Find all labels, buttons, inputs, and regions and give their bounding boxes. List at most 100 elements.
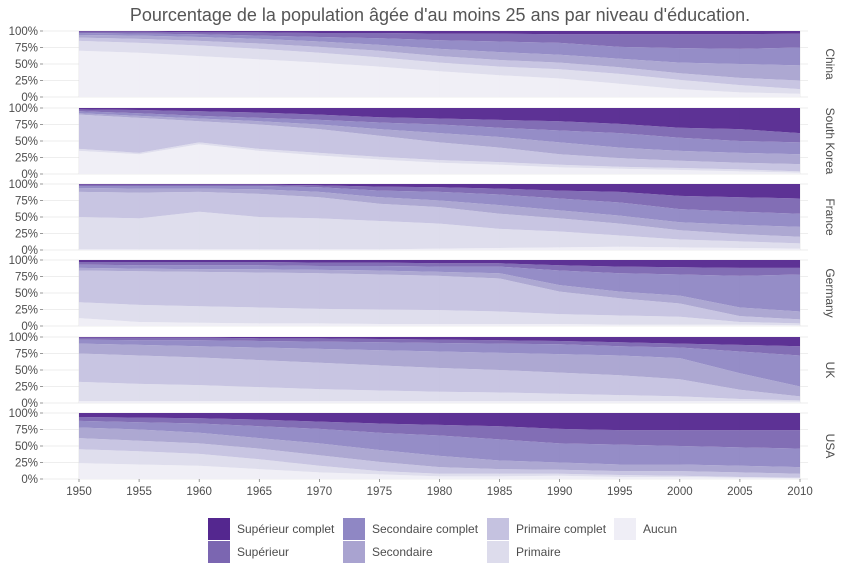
y-tick-label: 50% [15,136,38,148]
chart-title: Pourcentage de la population âgée d'au m… [130,5,750,25]
legend: Supérieur complet Supérieur Secondaire com… [208,518,677,563]
area-secondaire-complet [79,111,800,155]
facet-label: UK [823,362,837,379]
panels: 0% 25% 50% 75% 100% China 0% 25% 50% 75% 100% South… [9,26,837,486]
y-tick-label: 50% [15,212,38,224]
x-tick-label: 1955 [126,486,152,498]
x-tick-label: 1970 [307,486,333,498]
legend-label: Supérieur [237,545,289,559]
area-superieur-complet [79,337,800,347]
facet-label: France [823,198,837,236]
area-superieur [79,337,800,356]
x-tick-label: 1965 [246,486,272,498]
area-primaire [79,40,800,94]
area-primaire [79,449,800,479]
legend-item: Primaire [487,541,561,563]
area-superieur [79,416,800,449]
area-aucun [79,50,800,97]
x-tick-label: 1960 [186,486,212,498]
y-tick-label: 75% [15,120,38,132]
area-primaire-complet [79,353,800,401]
area-superieur-complet [79,260,800,268]
area-primaire [79,142,800,173]
facet-strip [808,31,836,97]
legend-item: Supérieur complet [208,518,335,540]
y-tick-label: 100% [9,103,38,115]
area-secondaire-complet [79,420,800,468]
legend-item: Secondaire [343,541,433,563]
legend-swatch [487,541,509,563]
legend-label: Primaire [516,545,561,559]
facet-strip [808,108,836,174]
legend-item: Primaire complet [487,518,607,540]
area-primaire-complet [79,114,800,172]
y-tick-label: 100% [9,179,38,191]
facet-label: Germany [823,268,837,317]
area-superieur-complet [79,108,800,134]
area-primaire-complet [79,270,800,324]
legend-swatch [487,518,509,540]
legend-swatch [208,518,230,540]
legend-item: Supérieur [208,541,289,563]
y-tick-label: 0% [21,92,38,104]
x-tick-label: 2005 [727,486,753,498]
y-tick-label: 0% [21,169,38,181]
area-secondaire-complet [79,264,800,312]
area-primaire-complet [79,37,800,90]
y-tick-label: 25% [15,305,38,317]
area-primaire-complet [79,191,800,244]
area-aucun [79,246,800,250]
y-tick-label: 50% [15,288,38,300]
area-secondaire [79,187,800,237]
facet-label: South Korea [823,108,837,175]
facet-strip [808,337,836,403]
x-tick-label: 1950 [66,486,92,498]
legend-swatch [614,518,636,540]
panel-france: 0% 25% 50% 75% 100% France [9,179,837,257]
area-superieur-complet [79,413,800,431]
y-tick-label: 75% [15,425,38,437]
y-tick-label: 0% [21,474,38,486]
y-tick-label: 50% [15,59,38,71]
y-tick-label: 75% [15,272,38,284]
y-tick-label: 25% [15,458,38,470]
panel-china: 0% 25% 50% 75% 100% China [9,26,837,104]
y-tick-label: 75% [15,43,38,55]
y-tick-label: 0% [21,245,38,257]
y-tick-label: 75% [15,196,38,208]
area-superieur-complet [79,31,800,35]
legend-label: Aucun [643,522,677,536]
x-tick-label: 2000 [667,486,693,498]
area-primaire [79,302,800,326]
area-secondaire [79,427,800,474]
area-aucun [79,401,800,403]
legend-item: Aucun [614,518,677,540]
x-tick-label: 1995 [607,486,633,498]
area-secondaire [79,34,800,81]
panel-germany: 0% 25% 50% 75% 100% Germany [9,255,837,333]
legend-item: Secondaire complet [343,518,479,540]
legend-label: Supérieur complet [237,522,335,536]
y-tick-label: 100% [9,255,38,267]
area-superieur [79,261,800,276]
y-tick-label: 25% [15,382,38,394]
panel-uk: 0% 25% 50% 75% 100% UK [9,332,837,410]
area-aucun [79,318,800,326]
legend-swatch [208,541,230,563]
legend-label: Secondaire [372,545,433,559]
x-tick-label: 1975 [367,486,393,498]
panel-south-korea: 0% 25% 50% 75% 100% South Korea [9,103,837,181]
y-tick-label: 50% [15,441,38,453]
area-primaire [79,211,800,250]
panel-usa: 0% 25% 50% 75% 100% USA [9,408,837,486]
area-primaire-complet [79,438,800,478]
area-secondaire [79,343,800,397]
legend-swatch [343,518,365,540]
y-tick-label: 0% [21,321,38,333]
legend-label: Secondaire complet [372,522,479,536]
area-aucun [79,463,800,479]
x-tick-label: 1985 [487,486,513,498]
y-tick-label: 75% [15,349,38,361]
area-secondaire-complet [79,185,800,227]
area-secondaire [79,113,800,165]
